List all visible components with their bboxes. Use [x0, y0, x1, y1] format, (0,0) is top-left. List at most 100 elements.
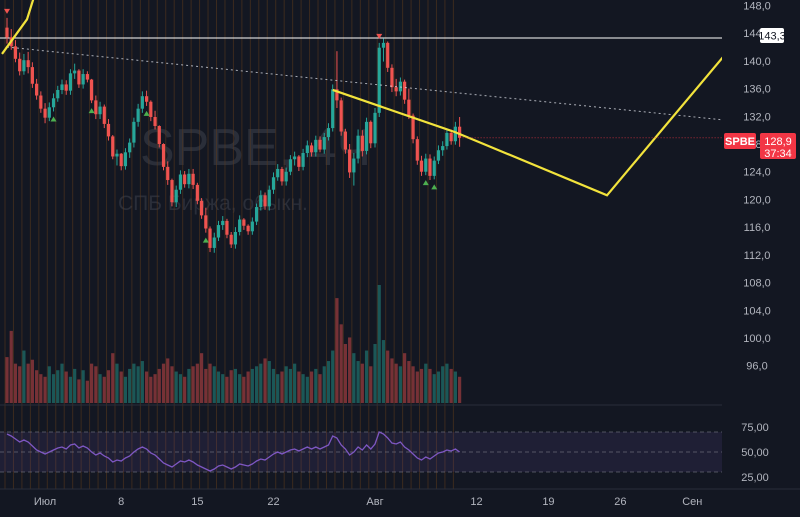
- volume-bar: [85, 380, 89, 403]
- candle: [77, 69, 81, 88]
- volume-bar: [348, 337, 352, 403]
- candle: [381, 38, 386, 62]
- candle: [216, 220, 221, 241]
- candle-body: [68, 73, 73, 91]
- bar-countdown-text: 37:34: [764, 148, 792, 160]
- volume-bar: [90, 363, 94, 403]
- candle: [386, 41, 390, 72]
- candle-body: [280, 168, 284, 182]
- candle: [195, 182, 199, 205]
- candle: [221, 216, 225, 230]
- buy-signal-marker: [431, 184, 438, 190]
- candle: [47, 102, 51, 122]
- candle-body: [225, 220, 229, 235]
- candle: [458, 116, 462, 147]
- time-tick-label: Авг: [366, 496, 383, 508]
- volume-bar: [293, 363, 297, 403]
- candle-body: [106, 123, 111, 137]
- volume-bar: [106, 370, 111, 403]
- candle-body: [432, 160, 436, 176]
- volume-bar: [195, 363, 199, 403]
- volume-bar: [242, 376, 246, 403]
- volume-bar: [271, 368, 276, 403]
- candle-body: [238, 219, 242, 232]
- candle: [331, 84, 335, 132]
- candle: [170, 178, 174, 207]
- volume-bar: [394, 363, 398, 403]
- volume-bar: [115, 363, 119, 403]
- candle: [81, 69, 85, 89]
- time-tick-label: 26: [614, 496, 626, 508]
- candle-body: [242, 219, 246, 226]
- candle-body: [424, 158, 428, 172]
- candle: [314, 135, 318, 157]
- price-axis[interactable]: [722, 0, 800, 490]
- volume-bar: [322, 366, 326, 403]
- candle: [64, 80, 68, 95]
- candle: [297, 155, 301, 172]
- volume-bar: [77, 379, 81, 403]
- volume-bar: [343, 344, 347, 403]
- time-tick-label: 8: [118, 496, 124, 508]
- candle: [98, 101, 102, 120]
- candle: [441, 141, 445, 156]
- volume-bar: [149, 376, 153, 403]
- candle-body: [22, 60, 26, 72]
- time-axis[interactable]: Июл 8 15 22 Авг 12 19 26 Сен: [34, 496, 702, 508]
- time-tick-label: Июл: [34, 496, 56, 508]
- candle: [419, 155, 424, 176]
- volume-bar: [250, 368, 254, 403]
- candle: [111, 135, 115, 160]
- candle-body: [5, 27, 9, 38]
- candle-body: [18, 58, 22, 72]
- candle: [149, 100, 153, 122]
- candle: [30, 62, 34, 88]
- candle-body: [170, 180, 174, 203]
- volume-bar: [436, 371, 441, 403]
- candle-body: [229, 234, 233, 245]
- volume-bar: [407, 361, 411, 403]
- volume-bar: [263, 358, 267, 403]
- candle: [271, 172, 276, 194]
- volume-bar: [403, 353, 407, 403]
- volume-bar: [360, 363, 364, 403]
- candle: [174, 185, 178, 208]
- volume-bar: [73, 368, 77, 403]
- buy-signal-marker: [88, 108, 95, 114]
- level-label-box: [760, 28, 784, 43]
- volume-bar: [174, 371, 178, 403]
- candle: [68, 69, 73, 95]
- candle-body: [441, 146, 445, 151]
- candle-body: [386, 42, 390, 68]
- volume-bar: [51, 374, 56, 403]
- candle-body: [276, 168, 280, 178]
- price-tick-label: 104,0: [743, 305, 771, 317]
- volume-bar: [233, 368, 238, 403]
- volume-bar: [390, 358, 394, 403]
- candle-body: [356, 135, 360, 159]
- candle-body: [394, 87, 398, 92]
- sell-signal-marker: [4, 8, 10, 14]
- candle: [356, 129, 360, 164]
- time-tick-label: 12: [470, 496, 482, 508]
- early-yellow-line: [1, 0, 35, 55]
- candle: [191, 168, 195, 190]
- candle-body: [13, 46, 18, 59]
- volume-bar: [369, 366, 373, 403]
- candle: [225, 218, 229, 239]
- volume-bar: [94, 366, 98, 403]
- candle: [276, 164, 280, 181]
- candle: [187, 168, 191, 189]
- candle-body: [64, 84, 68, 91]
- candle-body: [183, 174, 187, 185]
- volume-bar: [428, 368, 432, 403]
- candle: [18, 52, 22, 76]
- candle: [254, 203, 259, 226]
- session-lines: [0, 0, 760, 489]
- candle-body: [157, 125, 161, 145]
- candle: [263, 192, 267, 210]
- candle: [204, 207, 208, 233]
- candle: [343, 128, 347, 154]
- volume-bar: [140, 361, 144, 403]
